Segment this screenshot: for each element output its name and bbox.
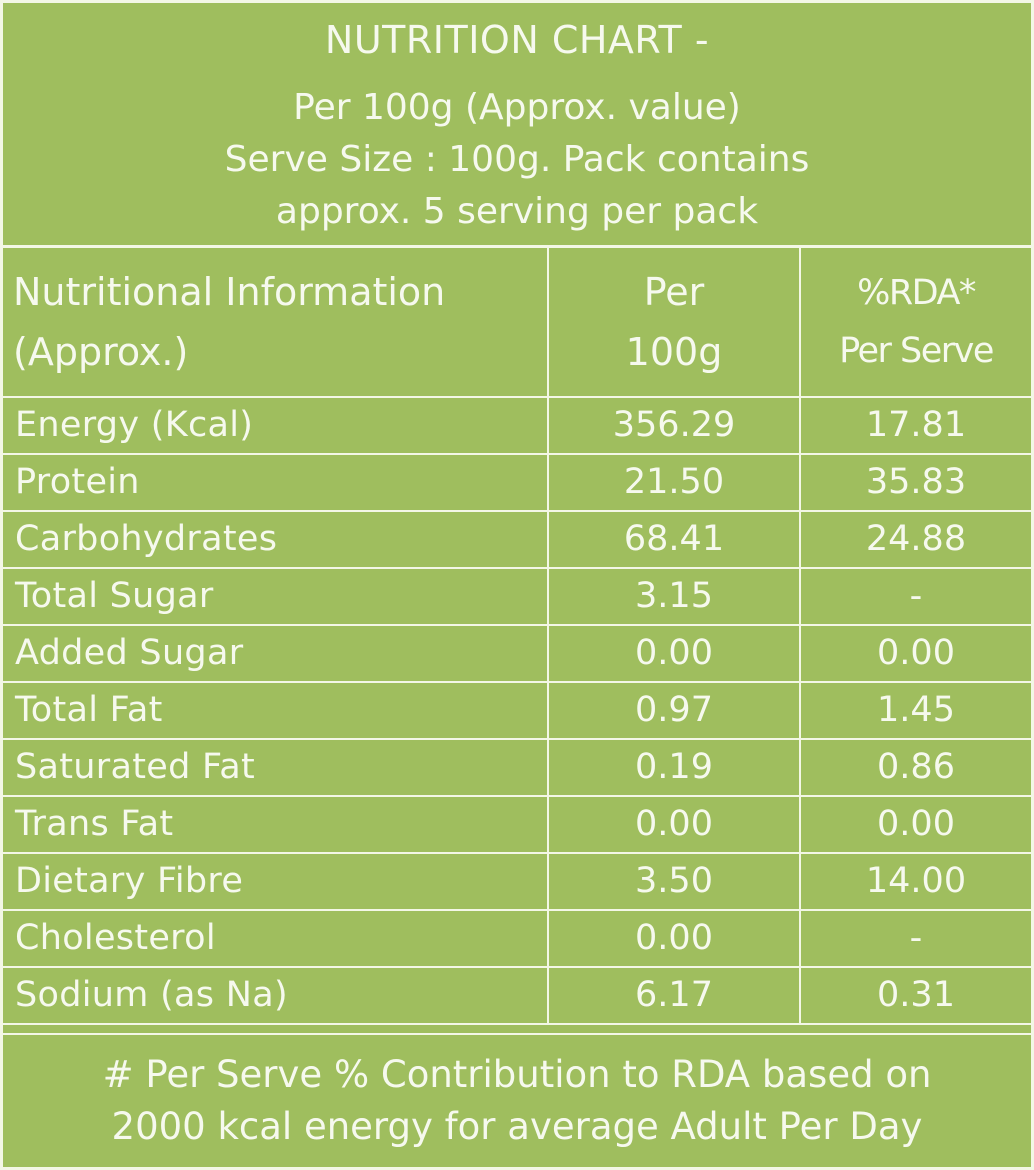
nutrient-name: Dietary Fibre <box>3 851 549 911</box>
table-row: Trans Fat 0.00 0.00 <box>3 794 1031 854</box>
table-row: Energy (Kcal) 356.29 17.81 <box>3 395 1031 455</box>
nutrient-name: Total Fat <box>3 680 549 740</box>
per-100g-value: 3.50 <box>547 851 801 911</box>
rda-value: 24.88 <box>799 509 1031 569</box>
per-100g-value: 0.19 <box>547 737 801 797</box>
per-100g-value: 0.00 <box>547 794 801 854</box>
column-header-name-line2: (Approx.) <box>13 329 189 374</box>
column-header-per-line1: Per <box>643 269 705 314</box>
per-100g-value: 3.15 <box>547 566 801 626</box>
column-header-rda-line1: %RDA* <box>857 272 976 313</box>
rda-value: 1.45 <box>799 680 1031 740</box>
column-header-name-line1: Nutritional Information <box>13 269 446 314</box>
per-100g-value: 0.00 <box>547 623 801 683</box>
nutrient-name: Total Sugar <box>3 566 549 626</box>
rda-value: - <box>799 908 1031 968</box>
nutrient-name: Added Sugar <box>3 623 549 683</box>
serve-size-note: Serve Size : 100g. Pack contains <box>224 139 810 180</box>
table-row: Cholesterol 0.00 - <box>3 908 1031 968</box>
column-header-per-100g: Per 100g <box>547 245 801 398</box>
nutrition-table: Nutritional Information (Approx.) Per 10… <box>3 245 1031 1025</box>
rda-value: 0.00 <box>799 623 1031 683</box>
rda-value: 14.00 <box>799 851 1031 911</box>
nutrient-name: Cholesterol <box>3 908 549 968</box>
chart-title: NUTRITION CHART - <box>324 18 710 62</box>
table-row: Carbohydrates 68.41 24.88 <box>3 509 1031 569</box>
nutrient-name: Carbohydrates <box>3 509 549 569</box>
per-100g-note: Per 100g (Approx. value) <box>293 87 741 128</box>
per-100g-value: 356.29 <box>547 395 801 455</box>
chart-header: NUTRITION CHART - Per 100g (Approx. valu… <box>3 3 1031 244</box>
nutrient-name: Protein <box>3 452 549 512</box>
table-row: Total Sugar 3.15 - <box>3 566 1031 626</box>
per-100g-value: 21.50 <box>547 452 801 512</box>
nutrient-name: Saturated Fat <box>3 737 549 797</box>
nutrient-name: Energy (Kcal) <box>3 395 549 455</box>
column-header-rda-line2: Per Serve <box>839 330 994 371</box>
per-100g-value: 0.00 <box>547 908 801 968</box>
table-row: Dietary Fibre 3.50 14.00 <box>3 851 1031 911</box>
footnote-line2: 2000 kcal energy for average Adult Per D… <box>111 1105 923 1148</box>
rda-value: 0.00 <box>799 794 1031 854</box>
column-header-rda-per-serve: %RDA* Per Serve <box>799 245 1031 398</box>
table-row: Total Fat 0.97 1.45 <box>3 680 1031 740</box>
footnote-line1: # Per Serve % Contribution to RDA based … <box>102 1053 932 1096</box>
rda-value: 17.81 <box>799 395 1031 455</box>
rda-value: 0.31 <box>799 965 1031 1025</box>
rda-value: - <box>799 566 1031 626</box>
table-row: Added Sugar 0.00 0.00 <box>3 623 1031 683</box>
table-row: Sodium (as Na) 6.17 0.31 <box>3 965 1031 1025</box>
rda-value: 35.83 <box>799 452 1031 512</box>
rda-footnote: # Per Serve % Contribution to RDA based … <box>3 1033 1031 1167</box>
table-row: Saturated Fat 0.19 0.86 <box>3 737 1031 797</box>
nutrient-name: Trans Fat <box>3 794 549 854</box>
nutrient-name: Sodium (as Na) <box>3 965 549 1025</box>
column-header-per-line2: 100g <box>625 329 723 374</box>
column-header-nutritional-information: Nutritional Information (Approx.) <box>3 245 549 398</box>
table-header-row: Nutritional Information (Approx.) Per 10… <box>3 245 1031 398</box>
per-100g-value: 68.41 <box>547 509 801 569</box>
per-100g-value: 0.97 <box>547 680 801 740</box>
servings-per-pack-note: approx. 5 serving per pack <box>275 191 759 232</box>
per-100g-value: 6.17 <box>547 965 801 1025</box>
rda-value: 0.86 <box>799 737 1031 797</box>
table-row: Protein 21.50 35.83 <box>3 452 1031 512</box>
